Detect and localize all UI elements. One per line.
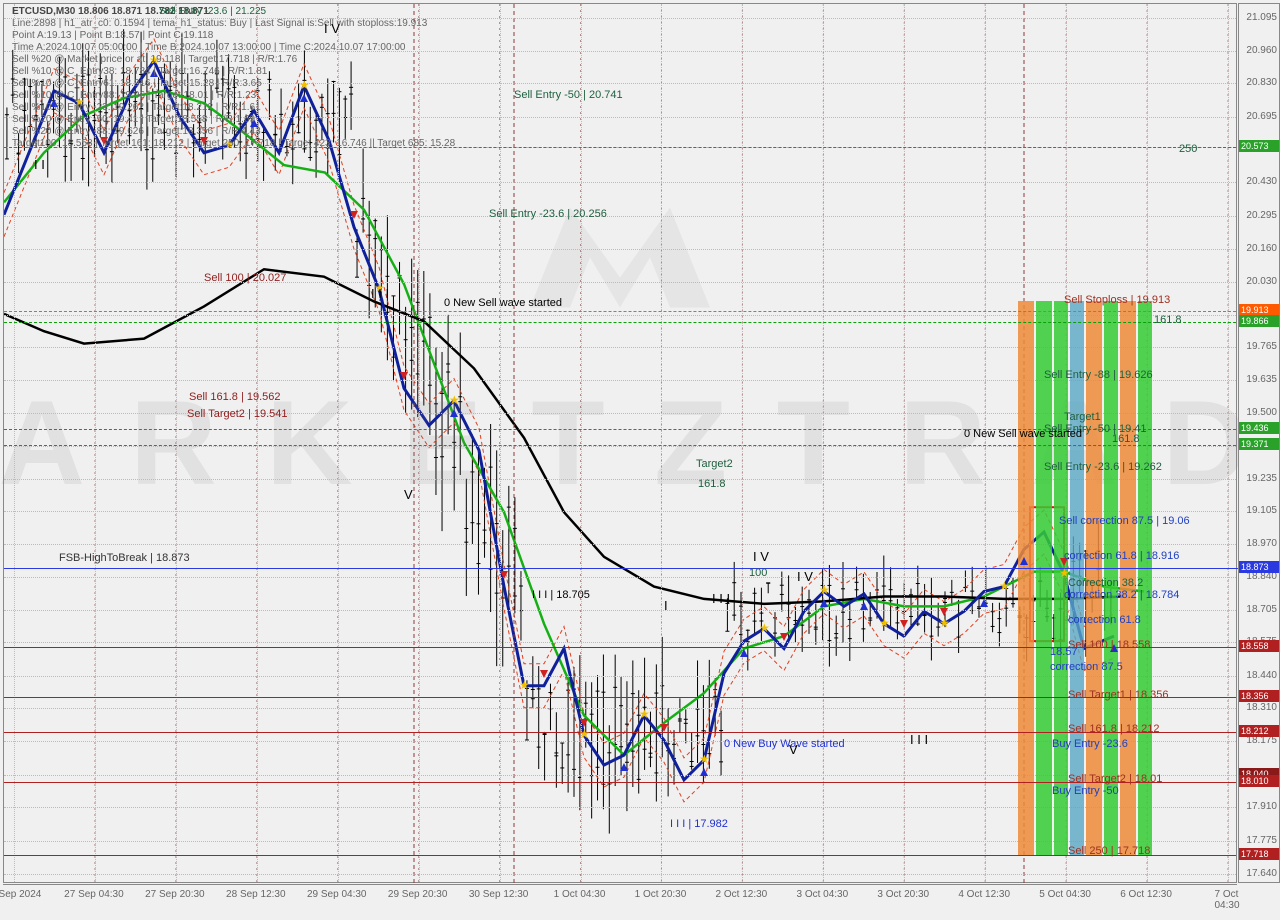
plot-area[interactable]: M A R K E T Z T R A D E ★★★★★★★★★★★★★★★★… — [3, 3, 1237, 883]
y-axis: 21.09520.96020.83020.69520.57320.43020.2… — [1238, 3, 1280, 883]
x-axis: 26 Sep 202427 Sep 04:3027 Sep 20:3028 Se… — [3, 884, 1237, 920]
chart-container: M A R K E T Z T R A D E ★★★★★★★★★★★★★★★★… — [0, 0, 1280, 920]
